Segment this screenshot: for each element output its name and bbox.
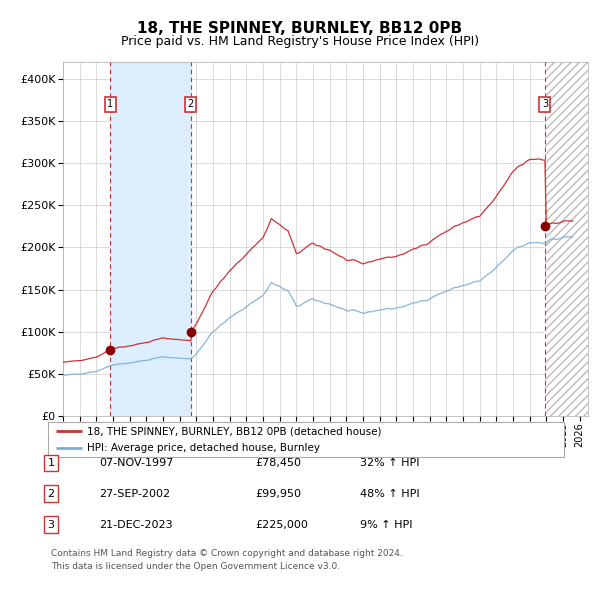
Text: This data is licensed under the Open Government Licence v3.0.: This data is licensed under the Open Gov… <box>51 562 340 571</box>
Text: 1: 1 <box>47 458 55 468</box>
Text: 27-SEP-2002: 27-SEP-2002 <box>99 489 170 499</box>
Text: 3: 3 <box>542 100 548 109</box>
Text: 48% ↑ HPI: 48% ↑ HPI <box>360 489 419 499</box>
Text: HPI: Average price, detached house, Burnley: HPI: Average price, detached house, Burn… <box>86 444 320 453</box>
Text: 21-DEC-2023: 21-DEC-2023 <box>99 520 173 529</box>
Bar <box>545 62 588 416</box>
Text: 2: 2 <box>47 489 55 499</box>
Text: £99,950: £99,950 <box>255 489 301 499</box>
Text: 07-NOV-1997: 07-NOV-1997 <box>99 458 173 468</box>
Text: 18, THE SPINNEY, BURNLEY, BB12 0PB (detached house): 18, THE SPINNEY, BURNLEY, BB12 0PB (deta… <box>86 427 381 437</box>
Text: Contains HM Land Registry data © Crown copyright and database right 2024.: Contains HM Land Registry data © Crown c… <box>51 549 403 558</box>
Text: 9% ↑ HPI: 9% ↑ HPI <box>360 520 413 529</box>
Text: 1: 1 <box>107 100 113 109</box>
Text: 2: 2 <box>188 100 194 109</box>
Text: Price paid vs. HM Land Registry's House Price Index (HPI): Price paid vs. HM Land Registry's House … <box>121 35 479 48</box>
Text: 18, THE SPINNEY, BURNLEY, BB12 0PB: 18, THE SPINNEY, BURNLEY, BB12 0PB <box>137 21 463 35</box>
Bar <box>110 62 191 416</box>
Text: £225,000: £225,000 <box>255 520 308 529</box>
Bar <box>545 62 588 416</box>
Text: £78,450: £78,450 <box>255 458 301 468</box>
Text: 32% ↑ HPI: 32% ↑ HPI <box>360 458 419 468</box>
Text: 3: 3 <box>47 520 55 529</box>
